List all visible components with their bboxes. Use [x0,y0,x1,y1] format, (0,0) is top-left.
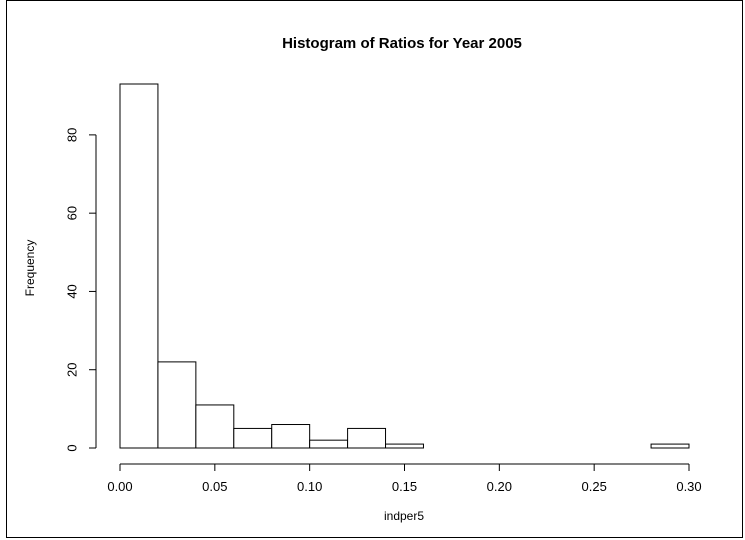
x-axis: 0.00 0.05 0.10 0.15 0.20 0.25 0.30 [107,463,702,494]
bars-group [119,83,690,449]
y-tick-label-3: 60 [65,206,80,220]
histogram-bar-3 [233,427,273,449]
x-tick-label-2: 0.10 [297,479,322,494]
x-tick-label-1: 0.05 [202,479,227,494]
y-axis-label: Frequency [23,240,37,297]
x-tick-label-5: 0.25 [582,479,607,494]
histogram-bar-2 [195,404,235,449]
histogram-bar-1 [157,361,197,449]
x-tick-label-3: 0.15 [392,479,417,494]
y-tick-label-1: 20 [65,362,80,376]
x-tick-label-0: 0.00 [107,479,132,494]
histogram-bar-5 [309,439,349,449]
y-tick-label-0: 0 [65,444,80,451]
x-tick-label-4: 0.20 [487,479,512,494]
y-tick-label-4: 80 [65,128,80,142]
histogram-bar-7 [385,443,424,449]
x-tick-label-6: 0.30 [676,479,701,494]
chart-title: Histogram of Ratios for Year 2005 [282,35,522,52]
y-tick-label-2: 40 [65,284,80,298]
histogram-bar-6 [347,427,387,449]
y-axis: 0 20 40 60 80 [65,128,97,452]
histogram-bar-14 [650,443,690,449]
x-axis-label: indper5 [384,509,424,523]
histogram-bar-4 [271,424,311,449]
histogram-bar-0 [119,83,159,449]
